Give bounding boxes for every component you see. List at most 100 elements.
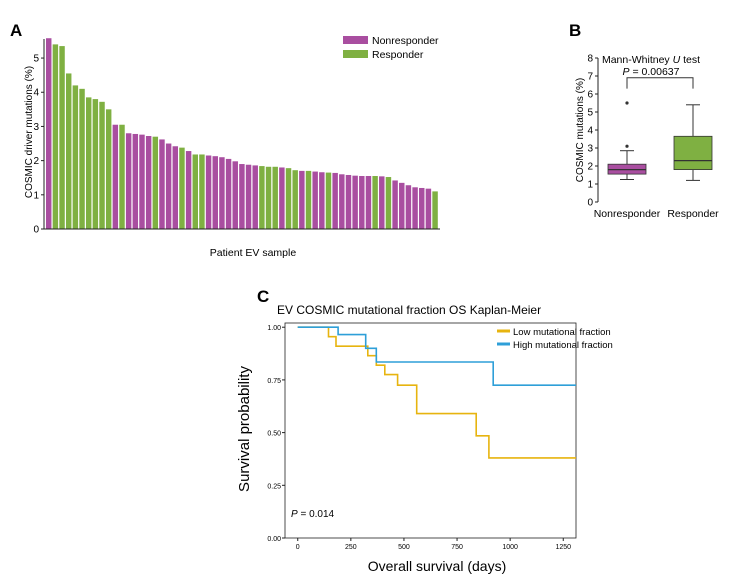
bar-sample-40: [305, 170, 312, 229]
panel-a-bar-chart: COSMIC driver mutations (%) Patient EV s…: [24, 35, 440, 259]
panel-c-xtick-label-750: 750: [451, 544, 463, 551]
bar-sample-16: [145, 136, 152, 229]
bar-sample-54: [399, 182, 405, 229]
legend-label-responder: Responder: [372, 49, 424, 61]
bar-sample-1: [46, 38, 52, 230]
panel-b-ytick-label-5: 5: [587, 108, 593, 119]
box-2-iqr: [673, 135, 713, 171]
bar-sample-2: [52, 44, 59, 229]
box-1-outlier-2: [625, 101, 629, 105]
panel-a-ytick-label-5: 5: [33, 54, 39, 65]
bar-sample-45: [339, 174, 345, 229]
panel-b-ytick-label-7: 7: [587, 72, 593, 83]
bar-sample-10: [105, 109, 112, 229]
bar-sample-7: [85, 97, 92, 229]
panel-b-test-title: Mann-Whitney U test: [602, 54, 700, 66]
panel-c-xtick-label-0: 0: [296, 544, 300, 551]
km-curve-low: [297, 326, 576, 459]
panel-b-box-plot: COSMIC mutations (%) Mann-Whitney U test…: [575, 54, 719, 221]
bar-sample-36: [279, 167, 285, 229]
bar-sample-44: [332, 172, 338, 229]
panel-label-a: A: [10, 21, 22, 40]
bar-sample-52: [385, 177, 392, 229]
panel-a-ytick-label-1: 1: [33, 190, 39, 201]
bar-sample-30: [239, 164, 245, 229]
bar-sample-3: [59, 46, 65, 230]
panel-b-ytick-label-6: 6: [587, 90, 593, 101]
bar-sample-49: [365, 176, 372, 229]
bar-sample-51: [379, 176, 385, 229]
bar-sample-22: [185, 151, 192, 229]
panel-a-xlabel: Patient EV sample: [210, 247, 297, 259]
panel-b-ytick-label-4: 4: [587, 126, 593, 137]
bar-sample-39: [299, 170, 305, 229]
panel-b-ytick-label-1: 1: [587, 180, 593, 191]
panel-a-legend: Nonresponder Responder: [343, 35, 439, 61]
bar-sample-41: [312, 171, 318, 229]
bar-sample-48: [359, 176, 365, 229]
bar-sample-4: [65, 73, 72, 229]
bar-sample-25: [205, 155, 212, 229]
bar-sample-29: [232, 161, 238, 229]
bar-sample-13: [125, 133, 132, 229]
bar-sample-11: [112, 124, 119, 229]
box-1-outlier-1: [625, 144, 629, 148]
panel-c-xtick-label-500: 500: [398, 544, 410, 551]
bar-sample-59: [432, 191, 438, 229]
panel-c-ytick-label-3: 0.75: [267, 378, 281, 385]
panel-b-ytick-label-3: 3: [587, 144, 593, 155]
panel-c-plot-frame: [284, 322, 577, 539]
panel-c-ylabel: Survival probability: [236, 366, 253, 492]
bar-sample-50: [372, 176, 378, 229]
bar-sample-42: [319, 172, 325, 229]
bar-sample-6: [79, 88, 85, 229]
bar-sample-23: [192, 154, 198, 229]
panel-a-ytick-label-3: 3: [33, 122, 39, 133]
bar-sample-17: [152, 136, 159, 229]
bar-sample-58: [425, 188, 432, 229]
panel-b-category-2: Responder: [667, 208, 719, 220]
panel-a-ylabel: COSMIC driver mutations (%): [24, 66, 35, 198]
bar-sample-14: [132, 133, 139, 229]
bar-sample-9: [99, 101, 105, 229]
panel-a-ytick-label-4: 4: [33, 88, 39, 99]
panel-b-category-1: Nonresponder: [594, 208, 661, 220]
panel-b-p-value: P = 0.00637: [623, 66, 680, 78]
panel-label-c: C: [257, 287, 269, 306]
panel-c-xlabel: Overall survival (days): [368, 558, 506, 574]
bar-sample-8: [92, 99, 99, 229]
bar-sample-20: [172, 146, 179, 229]
panel-a-ytick-label-2: 2: [33, 156, 39, 167]
bar-sample-34: [265, 166, 272, 229]
legend-label-nonresponder: Nonresponder: [372, 35, 439, 47]
panel-b-ytick-label-8: 8: [587, 54, 593, 65]
bar-sample-26: [212, 156, 218, 229]
panel-b-ytick-label-0: 0: [587, 198, 593, 209]
panel-b-significance-bracket: [626, 77, 694, 89]
panel-c-ytick-label-1: 0.25: [267, 483, 281, 490]
panel-c-ytick-label-2: 0.50: [267, 431, 281, 438]
bar-sample-33: [259, 166, 265, 229]
bar-sample-56: [412, 187, 418, 229]
panel-c-ytick-label-0: 0.00: [267, 536, 281, 543]
panel-c-xtick-label-250: 250: [345, 544, 357, 551]
legend-label-high: High mutational fraction: [513, 340, 613, 351]
bar-sample-55: [405, 185, 412, 229]
km-curve-high: [297, 326, 576, 386]
panel-b-ylabel: COSMIC mutations (%): [575, 78, 586, 182]
bar-sample-27: [219, 157, 225, 229]
bar-sample-57: [419, 187, 425, 229]
bar-sample-28: [225, 158, 232, 229]
legend-swatch-nonresponder: [343, 36, 368, 44]
panel-b-ytick-label-2: 2: [587, 162, 593, 173]
panel-a-ytick-label-0: 0: [33, 225, 39, 236]
bar-sample-46: [345, 174, 352, 229]
bar-sample-47: [352, 175, 358, 229]
legend-swatch-responder: [343, 50, 368, 58]
bar-sample-53: [392, 180, 398, 229]
bar-sample-38: [292, 170, 298, 229]
bar-sample-32: [252, 165, 258, 229]
panel-c-kaplan-meier: EV COSMIC mutational fraction OS Kaplan-…: [236, 303, 613, 574]
panel-c-legend: Low mutational fraction High mutational …: [497, 327, 613, 351]
